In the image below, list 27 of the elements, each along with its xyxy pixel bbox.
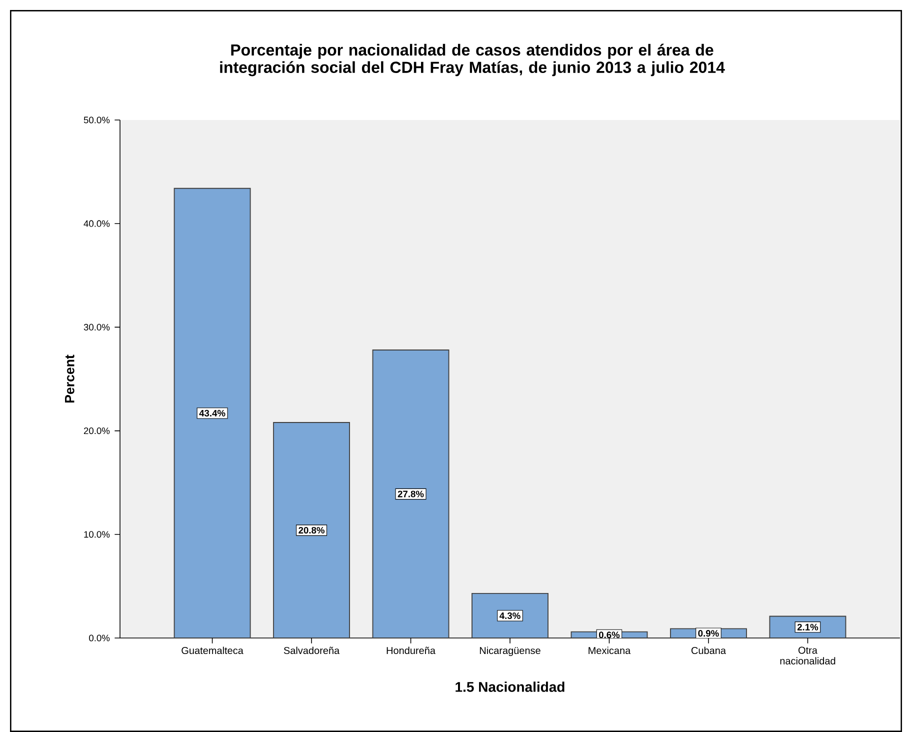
- y-tick-label: 10.0%: [84, 531, 110, 538]
- data-label: 4.3%: [500, 612, 520, 620]
- x-tick-label: Nicaragüense: [480, 646, 540, 656]
- y-axis-title: Percent: [65, 354, 74, 403]
- y-tick-label: 40.0%: [84, 220, 110, 227]
- data-label: 0.6%: [598, 632, 620, 638]
- data-label: 43.4%: [199, 410, 226, 416]
- data-label: 0.9%: [698, 630, 719, 637]
- y-tick-label: 30.0%: [84, 324, 110, 330]
- x-tick-label: Cubana: [691, 646, 726, 654]
- bar: [472, 592, 548, 638]
- bar: [273, 422, 350, 638]
- chart-title: Porcentaje por nacionalidad de casos atendidos por el área de integración social del CDH Fray Matías, de junio 2013 a julio 2014: [220, 44, 725, 76]
- x-axis-title: 1.5 Nacionalidad: [456, 682, 564, 692]
- x-tick-label: Hondureña: [386, 646, 436, 654]
- x-tick-label: Otra nacionalidad: [780, 646, 836, 664]
- y-tick-label: 50.0%: [84, 116, 110, 124]
- x-tick-label: Salvadoreña: [284, 646, 340, 654]
- data-label: 27.8%: [398, 490, 424, 498]
- x-tick-label: Guatemalteca: [182, 646, 244, 654]
- data-label: 20.8%: [298, 526, 325, 534]
- bar: [174, 188, 251, 638]
- data-label: 2.1%: [797, 624, 818, 630]
- y-tick-label: 20.0%: [84, 428, 110, 434]
- x-tick-label: Mexicana: [588, 646, 631, 654]
- y-tick-label: 0.0%: [89, 634, 110, 642]
- bar: [372, 350, 450, 638]
